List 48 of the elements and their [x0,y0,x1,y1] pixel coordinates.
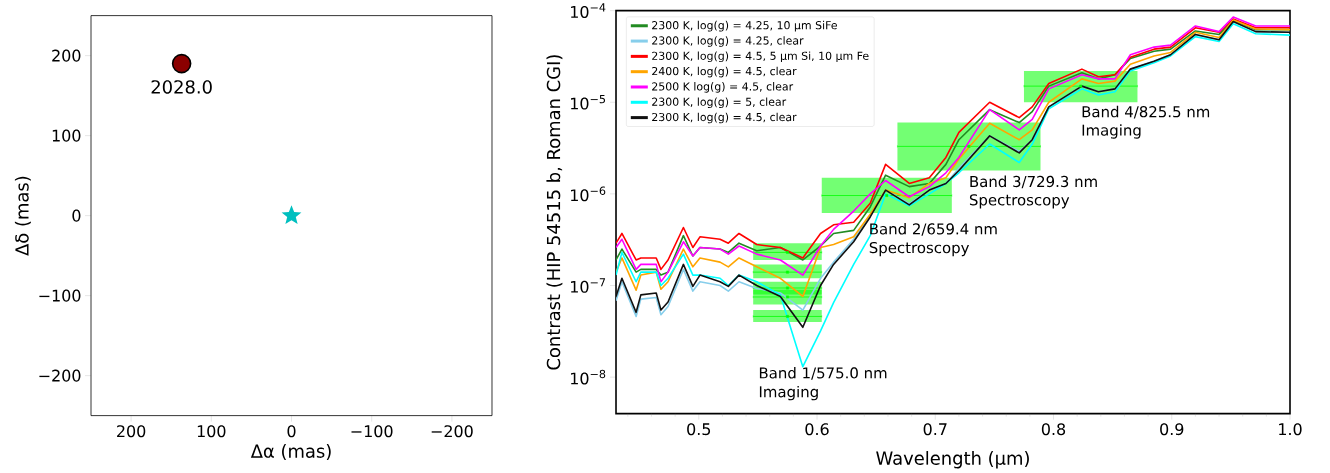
y-tick-label: −200 [39,369,81,382]
y-tick-label: 10$^{−8}$ [571,369,606,385]
annotation: Band 4/825.5 nm [1082,105,1210,119]
x-axis-title: Wavelength (µm) [876,451,1029,469]
legend-label: 2300 K, log(g) = 4.25, clear [652,36,804,47]
y-tick-label: −100 [39,289,81,302]
y-axis-title: Δδ (mas) [14,176,31,257]
annotation: Spectroscopy [969,194,1070,209]
legend-label: 2500 K log(g) = 4.5, clear [652,82,794,93]
y-tick-label: 100 [52,129,81,142]
y-tick-label: 10$^{−4}$ [571,3,606,19]
y-axis-title: Contrast (HIP 54515 b, Roman CGI) [546,55,563,370]
annotation: Spectroscopy [869,242,970,257]
x-tick-label: 100 [197,425,226,438]
annotation: Imaging [1082,124,1141,139]
point [786,295,789,299]
y-tick-label: 10$^{−7}$ [571,278,606,294]
legend-label: 2300 K, log(g) = 4.25, 10 µm SiFe [652,21,837,32]
x-tick-label: 200 [117,425,146,438]
annotation: 2028.0 [151,80,212,94]
x-tick-label: 0.9 [1160,423,1184,436]
point [786,315,789,319]
point [967,145,971,148]
x-tick-label: −100 [351,425,393,438]
x-tick-label: 0 [287,425,296,438]
x-tick-label: −200 [431,425,473,438]
point [786,270,789,274]
x-tick-label: 0.7 [923,423,947,436]
annotation: Band 1/575.0 nm [759,367,887,380]
x-tick-label: 1.0 [1279,423,1302,436]
x-tick-label: 0.6 [805,423,829,436]
legend-label: 2400 K, log(g) = 4.5, clear [652,66,797,78]
x-tick-label: 0.8 [1041,423,1066,436]
legend-label: 2300 K, log(g) = 4.5, clear [652,112,797,124]
point [786,286,789,290]
point [885,194,889,198]
x-tick-label: 0.5 [687,423,711,436]
point [786,251,789,254]
y-tick-label: 200 [52,49,81,62]
annotation: Imaging [759,386,818,401]
y-tick-label: 0 [72,209,81,222]
legend-label: 2300 K, log(g) = 5, clear [652,97,787,109]
y-tick-label: 10$^{−6}$ [571,186,606,202]
y-tick-label: 10$^{−5}$ [571,95,606,110]
x-axis-title: Δα (mas) [250,444,331,461]
point [1079,84,1083,88]
legend-label: 2300 K, log(g) = 4.5, 5 µm Si, 10 µm Fe [652,51,869,63]
annotation: Band 3/729.3 nm [970,175,1097,189]
